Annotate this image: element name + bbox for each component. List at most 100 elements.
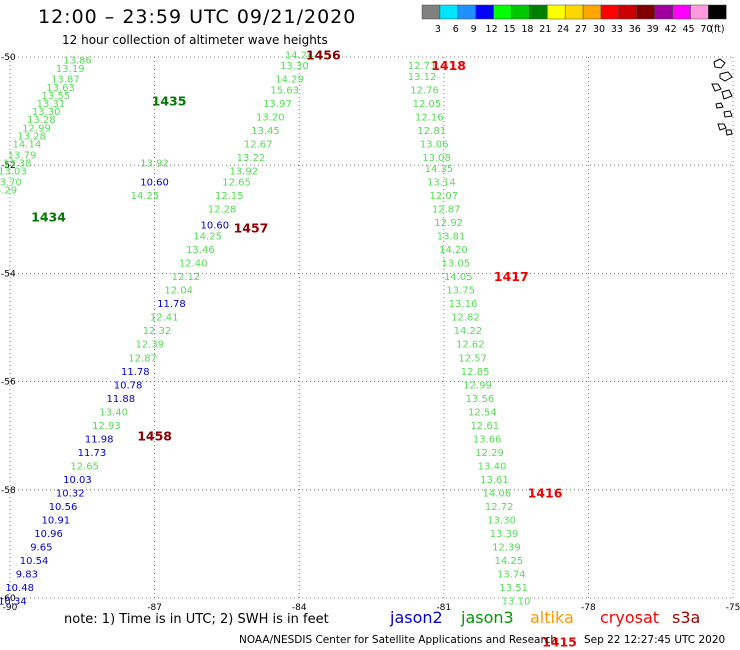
legend-label: 70 xyxy=(700,24,712,35)
legend-label: 3 xyxy=(435,24,441,35)
legend-label: 12 xyxy=(486,24,498,35)
swh-value: 12.82 xyxy=(451,313,480,324)
y-tick-label: -58 xyxy=(1,486,16,496)
swh-value: 14.05 xyxy=(444,272,473,283)
swh-value: 12.99 xyxy=(22,123,51,134)
swh-value: 10.34 xyxy=(0,597,27,608)
legend-swatch xyxy=(654,4,673,20)
pass-time-label: 1417 xyxy=(494,269,529,284)
legend-swatch xyxy=(529,4,548,20)
swh-value: 13.79 xyxy=(8,150,37,161)
swh-value: 13.86 xyxy=(63,56,92,67)
pass-time-label: 1456 xyxy=(306,47,341,62)
swh-value: 12.76 xyxy=(410,85,439,96)
swh-value: 14.25 xyxy=(193,232,222,243)
swh-value: 12.29 xyxy=(475,448,504,459)
swh-value: 10.91 xyxy=(41,516,70,527)
legend-label: 21 xyxy=(539,24,551,35)
swh-value: 12.54 xyxy=(468,407,497,418)
legend-swatch xyxy=(511,4,530,20)
swh-value: 12.07 xyxy=(429,191,458,202)
swh-value: 11.78 xyxy=(121,367,150,378)
swh-value: 12.87 xyxy=(128,353,157,364)
swh-value: 13.61 xyxy=(480,475,509,486)
swh-value: 12.15 xyxy=(215,191,244,202)
swh-value: 12.85 xyxy=(461,367,490,378)
x-tick-label: -90 xyxy=(3,603,18,613)
swh-value: 12.67 xyxy=(244,140,273,151)
swh-value: 12.99 xyxy=(463,380,492,391)
legend-swatch xyxy=(439,4,459,20)
swh-value: 12.05 xyxy=(413,99,442,110)
legend-swatch xyxy=(547,4,566,20)
swh-value: 13.10 xyxy=(502,597,531,608)
x-tick-label: -87 xyxy=(147,603,162,613)
swh-value: 12.57 xyxy=(458,353,487,364)
legend-label: 45 xyxy=(682,24,694,35)
pass-time-label: 1416 xyxy=(528,486,563,501)
y-tick-label: -52 xyxy=(1,161,16,171)
swh-value: 13.03 xyxy=(0,167,27,178)
swh-value: 12.93 xyxy=(92,421,121,432)
satellite-s3a: s3a xyxy=(672,608,701,627)
coastline-segment xyxy=(713,58,726,69)
satellite-jason3: jason3 xyxy=(461,608,514,627)
swh-value: 11.73 xyxy=(78,448,107,459)
swh-value: 10.54 xyxy=(20,556,49,567)
legend-label: 42 xyxy=(665,24,677,35)
satellite-jason2: jason2 xyxy=(390,608,443,627)
plot-axes: -90 -87 -84 -81 -78 -75 -50 -52 -54 -56 -58 -60 xyxy=(1,53,740,613)
y-tick-label: -60 xyxy=(1,594,16,604)
swh-value: 12.32 xyxy=(143,326,172,337)
swh-value: 13.40 xyxy=(99,407,128,418)
swh-value: 14.24 xyxy=(285,50,314,61)
swh-value: 13.38 xyxy=(3,158,32,169)
swh-value: 12.65 xyxy=(222,177,251,188)
swh-value: 10.60 xyxy=(201,221,230,232)
legend-swatch xyxy=(618,4,638,20)
swh-value: 13.30 xyxy=(487,516,516,527)
swh-value: 13.87 xyxy=(51,75,80,86)
coastline-segment xyxy=(725,129,733,136)
swh-value: 14.06 xyxy=(482,489,511,500)
swh-value: 13.20 xyxy=(256,113,285,124)
swh-value: 13.40 xyxy=(478,461,507,472)
swh-value: 14.29 xyxy=(275,75,304,86)
swh-value: 10.78 xyxy=(114,380,143,391)
swh-value: 13.14 xyxy=(427,177,456,188)
swh-value: 14.35 xyxy=(425,164,454,175)
swh-value: 13.74 xyxy=(497,570,526,581)
legend-swatch xyxy=(600,4,620,20)
plot-grid xyxy=(9,56,734,599)
swh-value: 12.61 xyxy=(470,421,499,432)
swh-value: 13.51 xyxy=(499,583,528,594)
swh-value: 9.83 xyxy=(16,570,38,581)
swh-value: 12.87 xyxy=(432,204,461,215)
y-tick-label: -50 xyxy=(1,53,16,63)
coastline-segment xyxy=(723,110,733,118)
satellite-cryosat: cryosat xyxy=(600,608,660,627)
legend-swatch xyxy=(564,4,584,20)
coastline-segment xyxy=(717,123,727,131)
legend-swatch xyxy=(636,4,655,20)
footer-note: note: 1) Time is in UTC; 2) SWH is in fe… xyxy=(64,612,329,627)
swh-value: 13.06 xyxy=(420,140,449,151)
swh-value: 13.81 xyxy=(437,232,466,243)
legend-swatch xyxy=(493,4,512,20)
legend-label: 15 xyxy=(503,24,515,35)
swh-value: 13.31 xyxy=(37,99,66,110)
swh-value: 13.19 xyxy=(56,64,85,75)
plot-marks: 13.8613.1913.8713.6313.5513.3113.3013.28… xyxy=(0,47,577,649)
swh-value: 14.25 xyxy=(495,556,524,567)
swh-value: 12.16 xyxy=(415,113,444,124)
legend-swatch xyxy=(582,4,602,20)
pass-time-label: 1418 xyxy=(431,58,466,73)
swh-value: 13.75 xyxy=(446,286,475,297)
swh-value: 13.55 xyxy=(41,91,70,102)
swh-value: 13.45 xyxy=(251,126,280,137)
legend-unit: (ft) xyxy=(710,24,724,35)
swh-value: 13.12 xyxy=(408,72,437,83)
swh-value: 13.97 xyxy=(263,99,292,110)
swh-value: 13.70 xyxy=(0,177,22,188)
legend-label: 36 xyxy=(629,24,641,35)
